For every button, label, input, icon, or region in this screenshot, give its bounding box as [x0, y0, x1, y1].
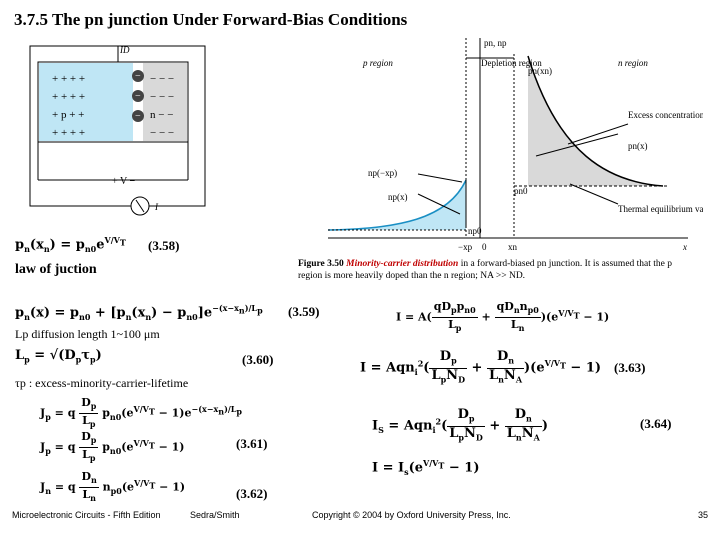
eq-359-number: (3.59): [288, 304, 320, 319]
svg-text:+ + + +: + + + +: [52, 91, 85, 103]
graph-np-x: np(x): [388, 192, 408, 202]
footer-copyright: Copyright © 2004 by Oxford University Pr…: [312, 510, 511, 520]
eq-362-number: (3.62): [236, 486, 268, 501]
tau-note: τp : excess-minority-carrier-lifetime: [15, 376, 189, 390]
footer-page-number: 35: [698, 510, 709, 520]
svg-text:+ p + +: + p + +: [52, 109, 84, 121]
pn-junction-circuit: + + + + + + + + + p + + + + + + − − − − − …: [29, 45, 206, 216]
svg-text:− − −: − − −: [150, 91, 174, 103]
footer-book-title: Microelectronic Circuits - Fifth Edition: [12, 510, 161, 520]
graph-np0: np0: [468, 226, 482, 236]
graph-n-region: n region: [618, 58, 648, 68]
voltage-label: + V −: [112, 176, 136, 187]
eq-364-number: (3.64): [640, 416, 672, 431]
graph-x-axis: x: [682, 242, 687, 252]
svg-text:+ + + +: + + + +: [52, 73, 85, 85]
equation-362: Jn = q Dn Ln np0(eV/VT − 1): [40, 470, 186, 504]
equation-diode: I = Is(eV/VT − 1): [372, 458, 480, 477]
graph-depletion-label: Depletion region: [481, 58, 542, 68]
footer-author: Sedra/Smith: [190, 510, 240, 520]
equation-360: Lp = √(Dpτp): [15, 348, 102, 365]
eq-361-number: (3.61): [236, 436, 268, 451]
current-id-label: ID: [119, 45, 130, 55]
graph-np-minus-xp: np(−xp): [368, 168, 397, 178]
graph-x-zero: 0: [482, 242, 487, 252]
eq-358-number: (3.58): [148, 238, 180, 253]
equation-364: IS = Aqni2(Dp LpND + Dn LnNA): [372, 407, 548, 443]
law-of-junction-label: law of juction: [15, 262, 97, 277]
svg-text:−: −: [135, 71, 141, 82]
svg-text:+ + + +: + + + +: [52, 127, 85, 139]
minority-carrier-graph: pn, np Depletion region p region n regio…: [327, 38, 703, 252]
equation-358: pn(xn) = pn0eV/VT: [15, 235, 126, 254]
lp-note: Lp diffusion length 1~100 μm: [15, 327, 160, 341]
graph-x-xn: xn: [508, 242, 518, 252]
slide-title: 3.7.5 The pn junction Under Forward-Bias…: [14, 10, 408, 29]
caption-prefix: Figure 3.50: [298, 259, 344, 269]
graph-x-neg-xp: −xp: [458, 242, 473, 252]
svg-text:− − −: − − −: [150, 73, 174, 85]
graph-y-label: pn, np: [484, 38, 507, 48]
graph-pn-x: pn(x): [628, 141, 648, 151]
graph-pn0: pn0: [514, 186, 528, 196]
graph-excess: Excess concentration: [628, 110, 703, 120]
equation-current-area: I = A(qDppn0 Lp + qDnnp0 Ln)(eV/VT − 1): [396, 300, 610, 334]
eq-360-number: (3.60): [242, 352, 274, 367]
current-i-label: I: [154, 202, 159, 212]
figure-caption: Figure 3.50 Minority-carrier distributio…: [298, 258, 698, 282]
graph-thermal: Thermal equilibrium value: [618, 204, 703, 214]
svg-text:−: −: [135, 91, 141, 102]
graph-p-region: p region: [362, 58, 393, 68]
equation-jp-exp: Jp = q Dp Lp pn0(eV/VT − 1)e−(x−xn)/Lp: [40, 396, 243, 430]
eq-363-number: (3.63): [614, 360, 646, 375]
caption-text: in a forward-biased pn junction. It is a…: [298, 259, 673, 281]
equation-359: pn(x) = pn0 + [pn(xn) − pn0]e−(x−xn)/Lp: [15, 303, 263, 322]
caption-highlight: Minority-carrier distribution: [346, 259, 459, 269]
graph-pn-xn: pn(xn): [528, 66, 552, 76]
svg-text:n − −: n − −: [150, 109, 173, 121]
equation-363: I = Aqni2(Dp LpND + Dn LnNA)(eV/VT − 1): [360, 349, 602, 385]
svg-text:−: −: [135, 111, 141, 122]
equation-361: Jp = q Dp Lp pn0(eV/VT − 1): [40, 430, 185, 464]
svg-text:− − −: − − −: [150, 127, 174, 139]
